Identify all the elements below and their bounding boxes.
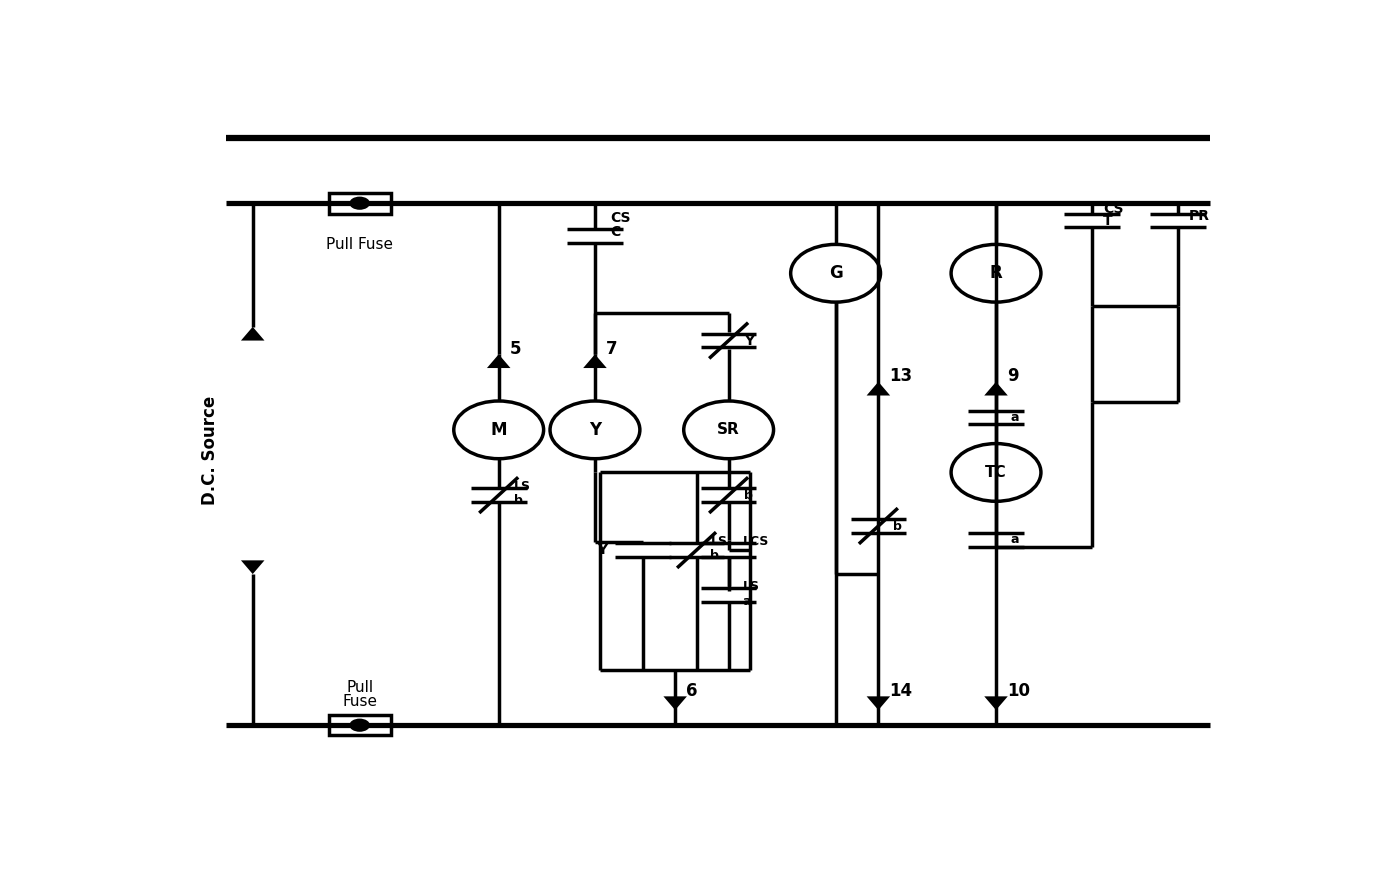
Text: CS: CS	[1103, 202, 1123, 216]
Text: 10: 10	[1007, 681, 1029, 700]
Text: Y: Y	[589, 421, 602, 439]
Text: 7: 7	[606, 340, 617, 358]
Polygon shape	[867, 382, 890, 395]
Polygon shape	[984, 382, 1007, 395]
Text: b: b	[513, 494, 523, 507]
Text: 14: 14	[889, 681, 912, 700]
Text: Y: Y	[598, 543, 607, 557]
Text: R: R	[989, 264, 1002, 282]
Polygon shape	[241, 326, 265, 341]
Text: CS: CS	[610, 211, 631, 225]
Text: 13: 13	[889, 368, 912, 385]
Text: b: b	[744, 489, 752, 501]
Text: LCS: LCS	[742, 535, 769, 549]
Text: SR: SR	[718, 422, 740, 437]
Text: Pull: Pull	[346, 680, 373, 695]
Polygon shape	[487, 354, 511, 368]
Text: PR: PR	[1188, 209, 1209, 223]
Text: Y: Y	[744, 334, 753, 348]
Bar	[328, 193, 391, 213]
Polygon shape	[664, 697, 687, 710]
Text: G: G	[829, 264, 842, 282]
Text: 6: 6	[686, 681, 697, 700]
Text: Fuse: Fuse	[342, 694, 377, 708]
Text: LS: LS	[711, 535, 727, 549]
Text: b: b	[893, 519, 903, 533]
Text: a: a	[742, 595, 751, 608]
Text: C: C	[610, 225, 620, 239]
Bar	[328, 714, 391, 736]
Text: TC: TC	[985, 465, 1007, 480]
Text: M: M	[490, 421, 506, 439]
Text: T: T	[1103, 214, 1112, 228]
Text: 5: 5	[509, 340, 520, 358]
Polygon shape	[984, 697, 1007, 710]
Text: a: a	[1012, 533, 1020, 546]
Text: LS: LS	[742, 580, 759, 593]
Text: b: b	[711, 549, 719, 562]
Circle shape	[349, 196, 370, 210]
Text: D.C. Source: D.C. Source	[201, 396, 219, 505]
Polygon shape	[867, 697, 890, 710]
Text: Pull Fuse: Pull Fuse	[326, 237, 393, 252]
Circle shape	[349, 719, 370, 731]
Text: a: a	[1012, 411, 1020, 424]
Polygon shape	[584, 354, 607, 368]
Text: LS: LS	[513, 481, 531, 493]
Polygon shape	[241, 560, 265, 574]
Text: 9: 9	[1007, 368, 1018, 385]
